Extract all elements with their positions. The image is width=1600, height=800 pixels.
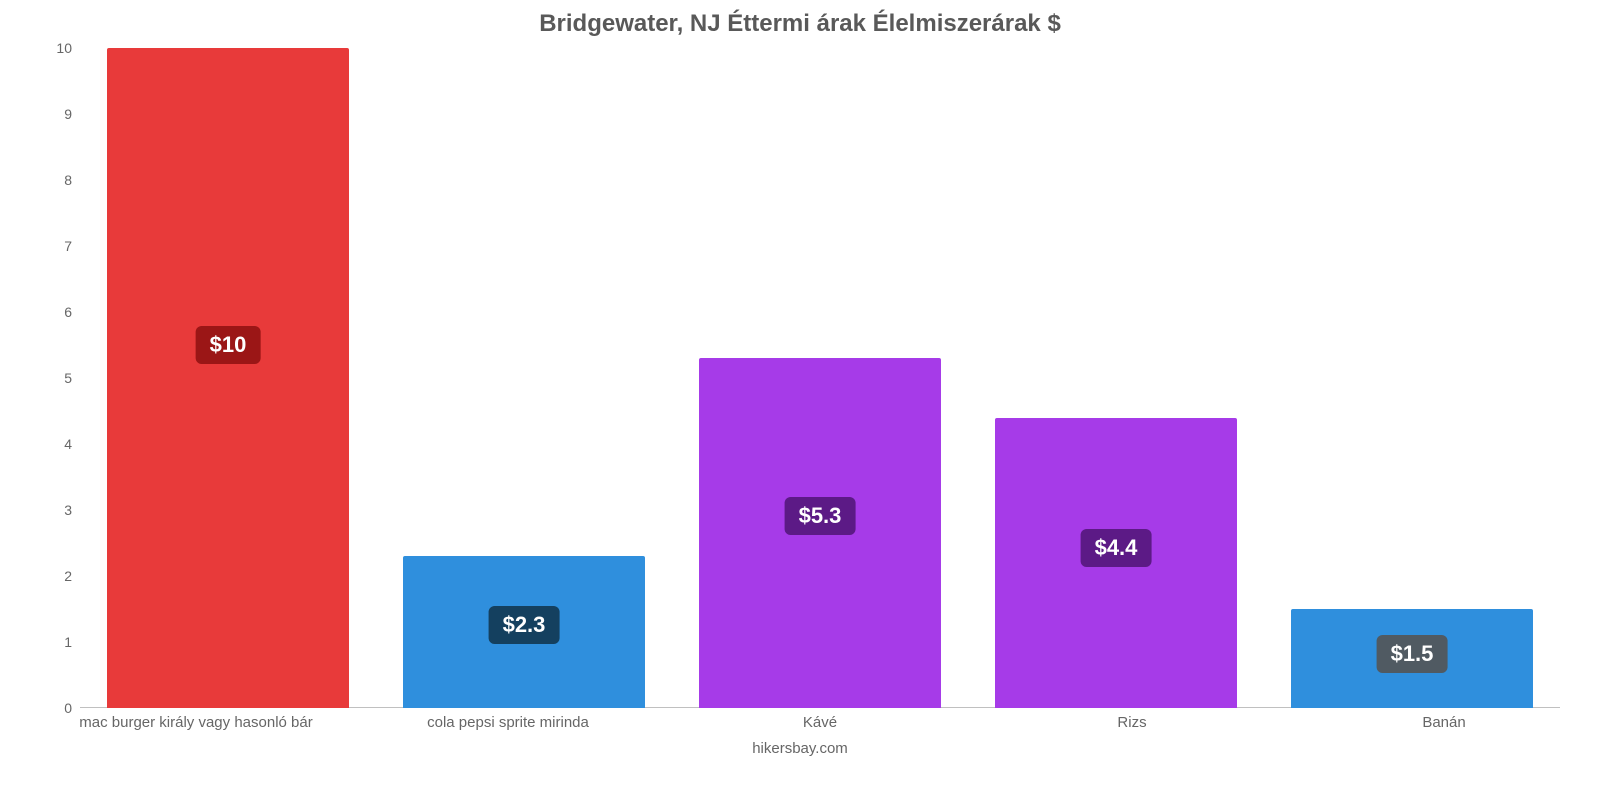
y-tick-label: 2 [64, 568, 72, 584]
y-axis: 012345678910 [40, 48, 80, 708]
bar-slot: $5.3 [672, 48, 968, 708]
bar-value-label: $2.3 [489, 606, 560, 644]
x-axis-label: Kávé [664, 714, 976, 731]
bar [107, 48, 350, 708]
bars-group: $10 $2.3 $5.3 $4.4 $1.5 [80, 48, 1560, 708]
y-tick-label: 7 [64, 238, 72, 254]
y-tick-label: 4 [64, 436, 72, 452]
x-axis-label: cola pepsi sprite mirinda [352, 714, 664, 731]
y-tick-label: 3 [64, 502, 72, 518]
bar-slot: $1.5 [1264, 48, 1560, 708]
x-axis-label: mac burger király vagy hasonló bár [40, 714, 352, 731]
y-tick-label: 8 [64, 172, 72, 188]
x-axis-labels: mac burger király vagy hasonló bárcola p… [40, 714, 1600, 731]
x-axis-label: Banán [1288, 714, 1600, 731]
bar-slot: $10 [80, 48, 376, 708]
bar-value-label: $1.5 [1377, 635, 1448, 673]
y-tick-label: 1 [64, 634, 72, 650]
bar-slot: $4.4 [968, 48, 1264, 708]
bar-value-label: $4.4 [1081, 529, 1152, 567]
y-tick-label: 9 [64, 106, 72, 122]
y-tick-label: 5 [64, 370, 72, 386]
bar-value-label: $5.3 [785, 497, 856, 535]
y-tick-label: 10 [56, 40, 72, 56]
plot-area: 012345678910 $10$2.3$5.3$4.4$1.5 [40, 48, 1560, 708]
chart-title: Bridgewater, NJ Éttermi árak Élelmiszerá… [40, 10, 1560, 38]
chart-credit: hikersbay.com [0, 740, 1600, 757]
x-axis-label: Rizs [976, 714, 1288, 731]
bar-slot: $2.3 [376, 48, 672, 708]
bar-value-label: $10 [196, 326, 261, 364]
chart-container: Bridgewater, NJ Éttermi árak Élelmiszerá… [0, 0, 1600, 800]
y-tick-label: 6 [64, 304, 72, 320]
